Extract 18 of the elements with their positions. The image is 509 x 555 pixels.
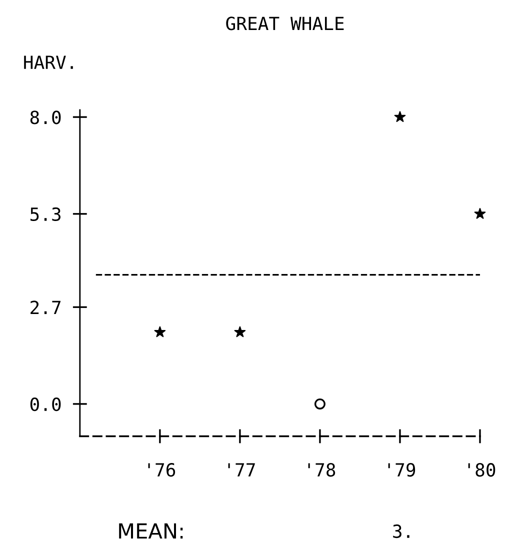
x-tick-label: '78 xyxy=(308,463,336,477)
x-tick-label: '79 xyxy=(388,463,416,477)
x-tick-label: '76 xyxy=(148,463,176,477)
point xyxy=(314,398,326,410)
y-axis-title: HARV. xyxy=(24,56,73,69)
point xyxy=(154,326,166,338)
point xyxy=(394,111,406,122)
point xyxy=(234,326,246,338)
text: 3. xyxy=(393,524,410,538)
y-tick-label: 5.3 xyxy=(30,207,60,222)
text: MEAN: xyxy=(119,523,183,539)
x-tick-label: '77 xyxy=(228,463,255,476)
y-tick-label: 0.0 xyxy=(30,397,61,412)
chart-title: GREAT WHALE xyxy=(226,16,344,30)
point xyxy=(474,208,486,219)
y-tick-label: 8.0 xyxy=(30,110,61,124)
y-tick-label: 2.7 xyxy=(30,300,60,314)
x-tick-label: '80 xyxy=(468,463,496,477)
